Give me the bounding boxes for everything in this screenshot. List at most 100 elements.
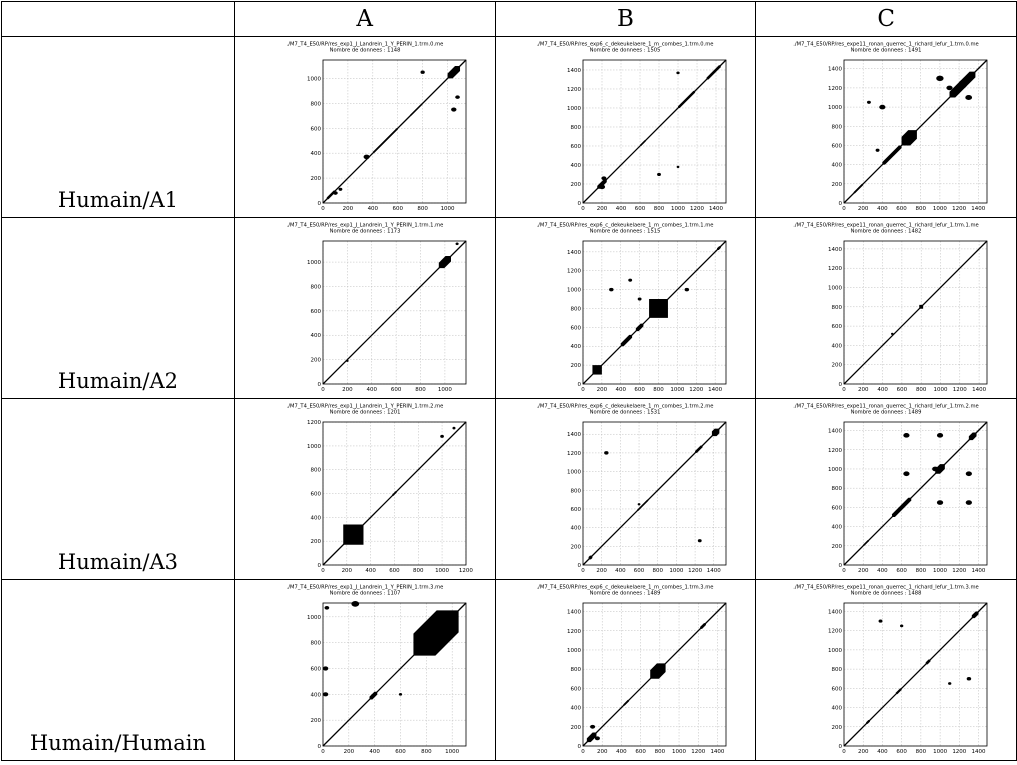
x-tick-label: 200 [858,568,869,574]
recurrence-block [706,65,722,80]
x-tick-label: 400 [616,206,627,212]
plot-filename: ./M7_T4_E50/RP/res_expe11_ronan_querrec_… [793,223,978,229]
x-tick-label: 800 [654,206,665,212]
y-tick-label: 1200 [307,420,321,426]
plot-count: Nombre de donnees : 1489 [590,591,661,597]
x-tick-label: 1400 [709,206,723,212]
plot-cell: ./M7_T4_E50/RP/res_exp1_J_Landrein_1_Y_P… [233,217,496,399]
x-tick-label: 1200 [953,387,967,393]
recurrence-point [685,287,690,292]
plot-frame [583,240,727,385]
x-tick-label: 400 [367,206,378,212]
y-tick-label: 400 [310,333,321,339]
recurrence-point [900,624,904,628]
column-header-a: A [233,1,496,37]
row-label-cell: Humain/A1 [1,36,235,218]
y-tick-label: 0 [839,201,843,207]
y-tick-label: 0 [839,744,843,750]
y-tick-label: 1000 [567,648,581,654]
x-tick-label: 800 [916,206,927,212]
recurrence-block [971,611,979,619]
header-row: A B C [1,1,1017,37]
y-tick-label: 200 [571,363,582,369]
x-tick-label: 600 [395,749,406,755]
x-tick-label: 1000 [445,749,459,755]
x-tick-label: 1200 [689,568,703,574]
y-tick-label: 1400 [828,67,842,73]
recurrence-point [322,692,329,697]
recurrence-block [882,339,889,346]
x-tick-label: 1200 [690,206,704,212]
y-tick-label: 1400 [828,247,842,253]
recurrence-block [372,128,398,154]
plot-cell: ./M7_T4_E50/RP/res_exp6_c_dekeukelaere_1… [494,36,757,218]
x-tick-label: 800 [415,387,426,393]
y-tick-label: 400 [832,706,843,712]
plot-count: Nombre de donnees : 1515 [590,229,661,235]
y-tick-label: 600 [571,686,582,692]
y-tick-label: 1200 [567,269,581,275]
x-tick-label: 1200 [690,387,704,393]
y-tick-label: 800 [571,125,582,131]
x-tick-label: 600 [897,749,908,755]
recurrence-block [700,623,707,629]
y-tick-label: 400 [310,692,321,698]
recurrence-block [863,540,870,546]
recurrence-point [599,184,606,190]
recurrence-point [590,724,596,729]
recurrence-point [604,451,609,455]
recurrence-block [587,732,597,743]
y-tick-label: 200 [832,544,843,550]
plot-cell: ./M7_T4_E50/RP/res_exp1_J_Landrein_1_Y_P… [233,36,496,218]
y-tick-label: 1000 [828,648,842,654]
plot-frame [322,59,467,204]
y-tick-label: 200 [310,718,321,724]
x-tick-label: 600 [636,749,647,755]
x-tick-label: 200 [342,387,353,393]
x-tick-label: 400 [366,387,377,393]
recurrence-block [592,365,603,375]
x-tick-label: 600 [635,206,646,212]
recurrence-block [925,659,931,665]
x-tick-label: 800 [413,568,424,574]
x-tick-label: 1400 [972,568,986,574]
x-tick-label: 1400 [972,387,986,393]
x-tick-label: 400 [877,206,888,212]
x-tick-label: 600 [392,206,403,212]
y-tick-label: 800 [310,641,321,647]
y-tick-label: 400 [310,515,321,521]
y-tick-label: 400 [571,163,582,169]
row-label: Humain/A2 [57,369,178,393]
x-tick-label: 0 [321,749,325,755]
recurrence-plot: ./M7_T4_E50/RP/res_expe11_ronan_querrec_… [793,223,988,393]
y-tick-label: 400 [310,151,321,157]
table-row: Humain/A2 ./M7_T4_E50/RP/res_exp1_J_Land… [1,217,1017,399]
y-tick-label: 800 [571,667,582,673]
recurrence-point [454,95,460,99]
recurrence-plot: ./M7_T4_E50/RP/res_expe11_ronan_querrec_… [793,42,988,212]
y-tick-label: 400 [571,526,582,532]
y-tick-label: 800 [832,305,843,311]
y-tick-label: 600 [310,126,321,132]
x-tick-label: 400 [616,387,627,393]
y-tick-label: 400 [571,706,582,712]
x-tick-label: 0 [842,387,846,393]
x-tick-label: 1400 [971,206,985,212]
y-tick-label: 1200 [828,629,842,635]
x-tick-label: 200 [858,206,869,212]
plot-cell: ./M7_T4_E50/RP/res_expe11_ronan_querrec_… [755,579,1017,761]
y-tick-label: 600 [832,686,843,692]
recurrence-point [932,466,939,472]
y-tick-label: 200 [571,182,582,188]
recurrence-point [324,605,329,610]
plot-count: Nombre de donnees : 1505 [590,48,661,54]
x-tick-label: 200 [343,749,354,755]
recurrence-block [589,555,593,560]
row-label: Humain/A3 [57,550,178,574]
y-tick-label: 1400 [567,610,581,616]
y-tick-label: 1000 [567,470,581,476]
y-tick-label: 1200 [828,86,842,92]
diagonal-line [582,59,727,204]
recurrence-point [879,104,886,110]
